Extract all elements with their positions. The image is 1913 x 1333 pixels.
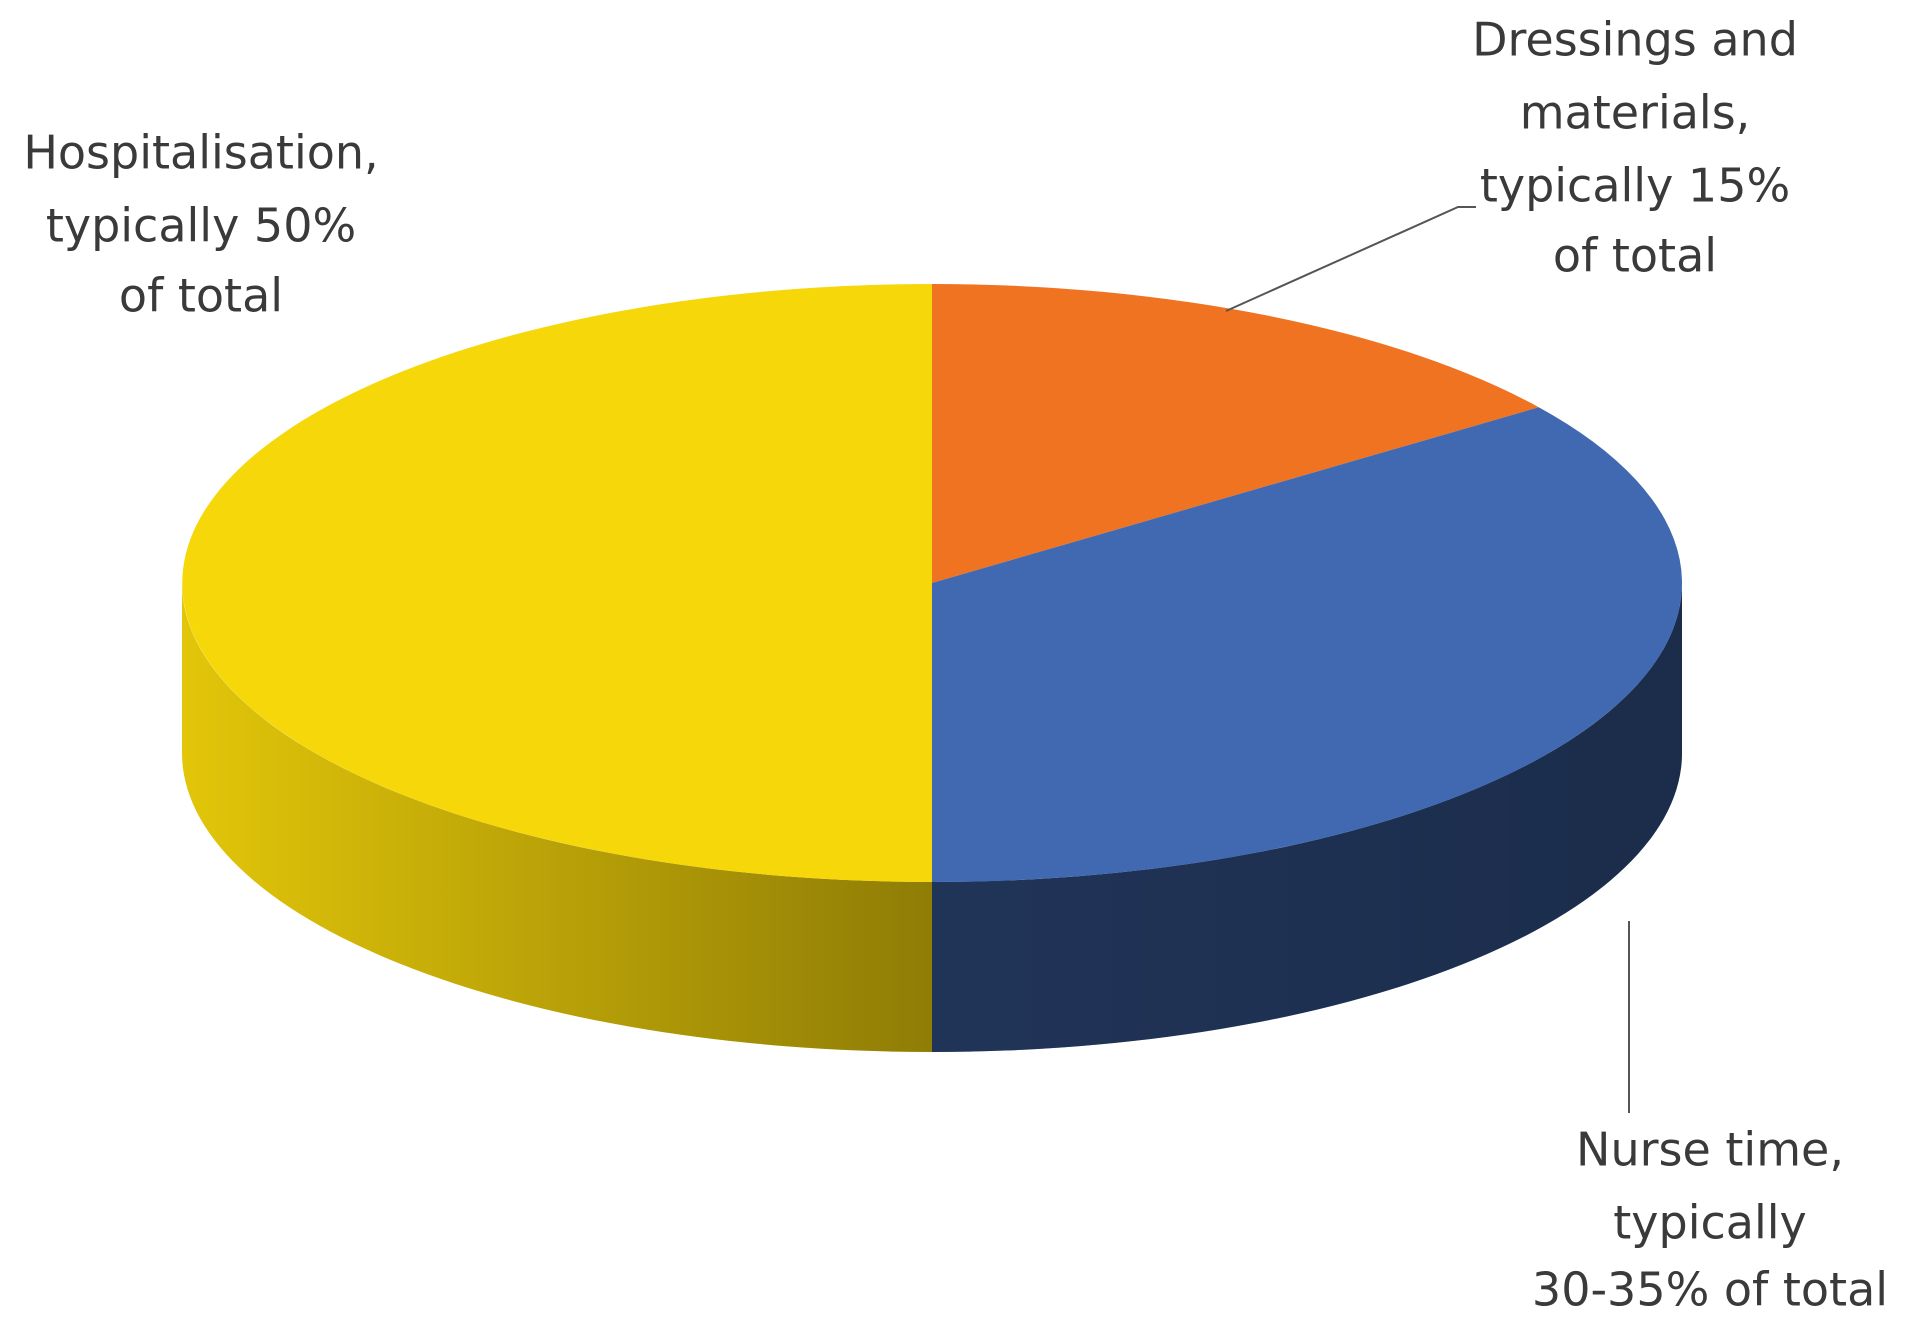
slice (182, 284, 932, 882)
leader-line (1225, 206, 1476, 312)
slice (932, 284, 1539, 583)
slice-side-shade (932, 583, 1682, 1052)
slice-side-shade (182, 583, 932, 1052)
data-label: Nurse time, (1576, 1123, 1844, 1177)
slice (932, 407, 1682, 882)
data-label: typically 15% (1480, 159, 1790, 213)
labels: Dressings and materials, typically 15% of t… (23, 13, 1888, 1317)
data-label: materials, (1520, 86, 1751, 140)
pie-tops (182, 284, 1682, 882)
data-label: typically (1613, 1196, 1807, 1250)
data-label: of total (1553, 229, 1717, 283)
data-label: Hospitalisation, (23, 126, 378, 180)
pie-sides (182, 583, 1682, 1052)
data-label: of total (119, 269, 283, 323)
data-label: Dressings and (1472, 13, 1798, 67)
data-label: typically 50% (46, 199, 356, 253)
data-label: 30-35% of total (1532, 1263, 1888, 1317)
